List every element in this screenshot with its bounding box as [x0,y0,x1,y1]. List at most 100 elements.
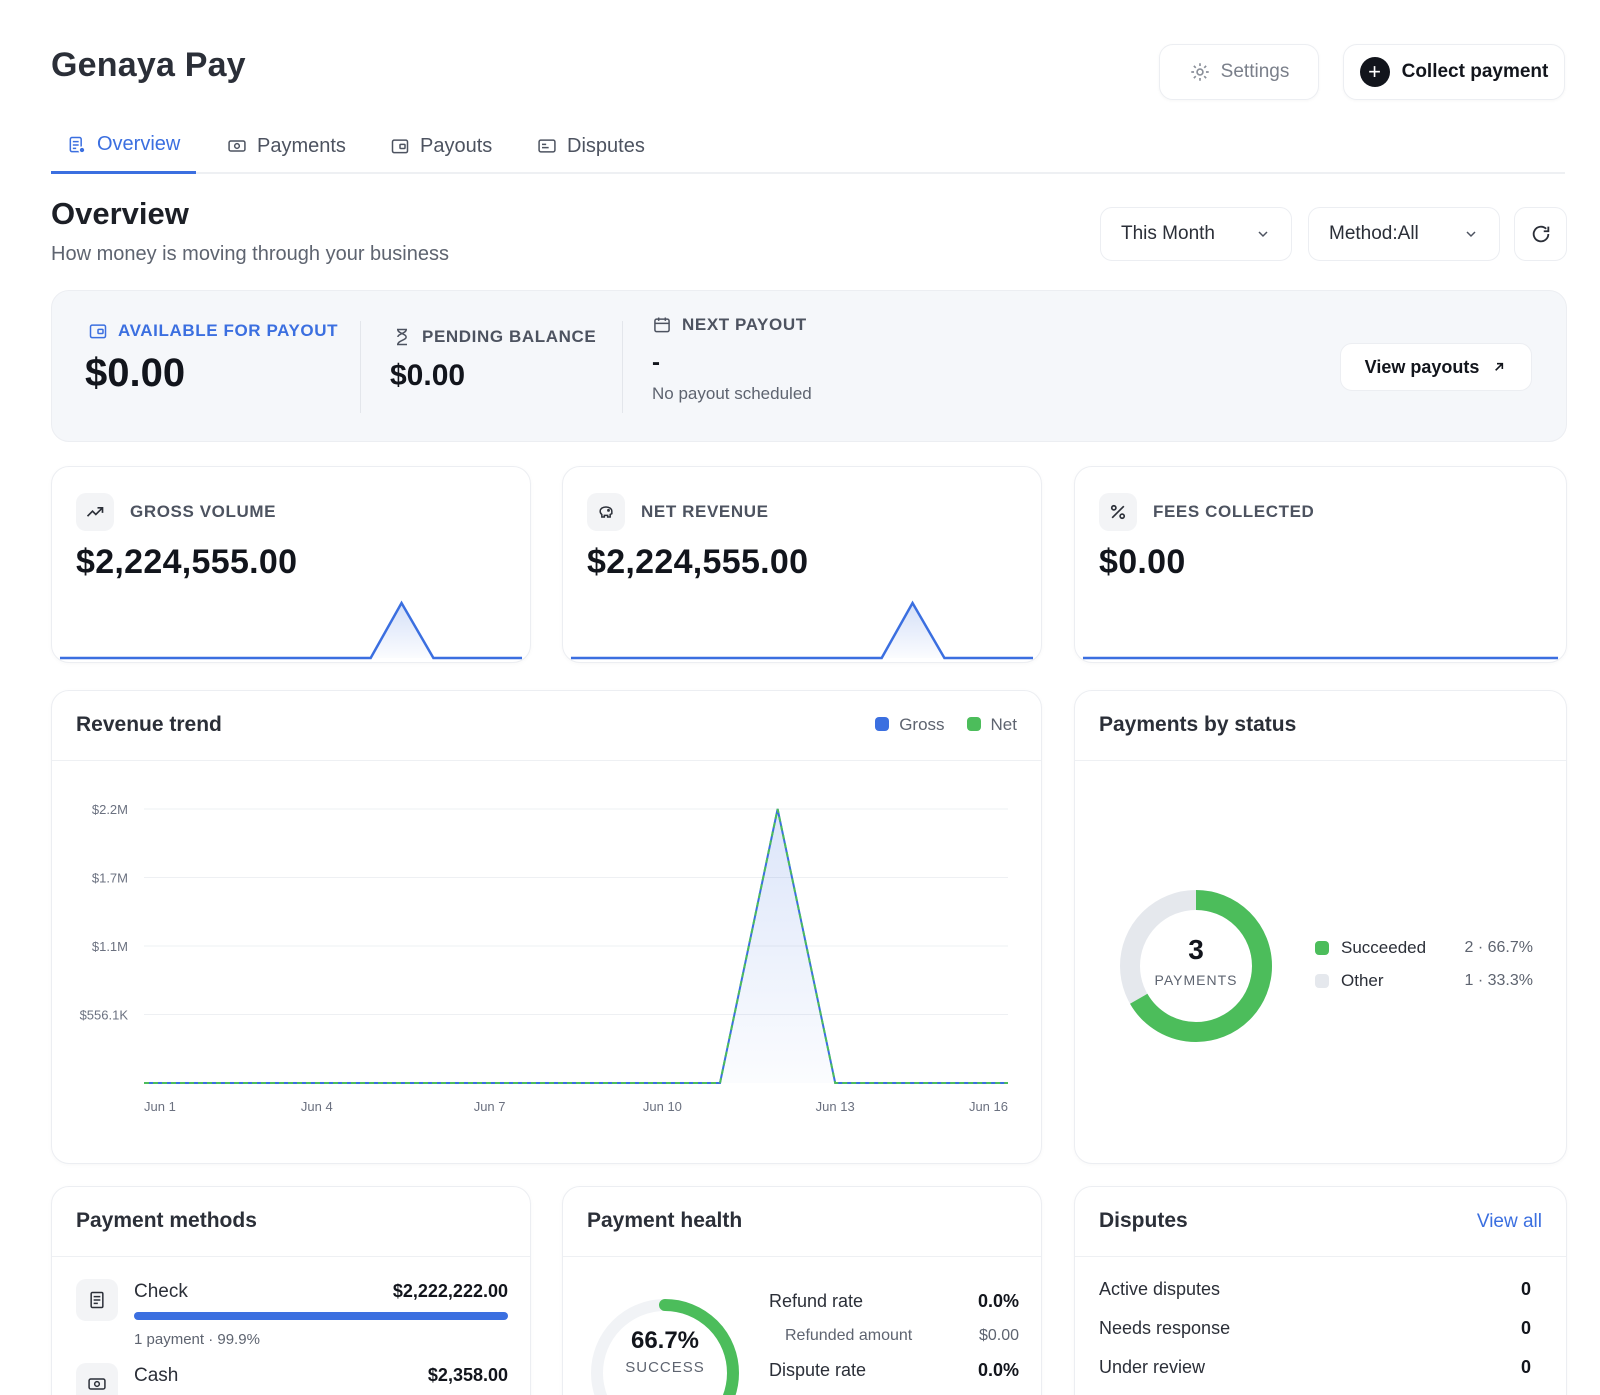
refresh-button[interactable] [1514,207,1567,261]
x-tick-label: Jun 10 [643,1099,682,1114]
settings-button[interactable]: Settings [1159,44,1319,100]
divider [360,321,361,413]
top-header: Genaya Pay Settings + Collect payment [51,40,1565,110]
method-amount: $2,222,222.00 [392,1281,508,1301]
status-item-other: Other 1 · 33.3% [1315,964,1533,997]
donut-total: 3 [1188,934,1204,965]
arrow-up-right-icon [1495,362,1504,371]
chevron-down-icon [1258,231,1268,238]
collect-payment-label: Collect payment [1401,61,1549,82]
chart-legend: Gross Net [875,715,1017,735]
divider [622,321,623,413]
x-tick-label: Jun 4 [301,1099,333,1114]
method-meta: 1 payment · 99.9% [134,1331,260,1348]
kpi-card-fees: FEES COLLECTED $0.00 [1074,466,1567,663]
dispute-row-active: Active disputes 0 [1099,1279,1531,1299]
card-title: Disputes [1099,1209,1188,1232]
kpi-label: FEES COLLECTED [1099,493,1314,531]
view-payouts-button[interactable]: View payouts [1340,343,1532,391]
next-payout-value: - [652,349,660,376]
calendar-icon [654,317,670,333]
x-tick-label: Jun 1 [144,1099,176,1114]
method-amount: $2,358.00 [427,1365,508,1385]
x-tick-label: Jun 13 [816,1099,855,1114]
revenue-trend-chart: $2.2M $1.7M $1.1M $556.1K Jun 1 Jun 4 Jun 7 Jun… [80,802,1008,1114]
legend-item-net[interactable]: Net [966,715,1017,735]
card-header: Payment methods [52,1187,530,1257]
disputes-card: Disputes View all Active disputes 0 Needs… [1074,1186,1567,1395]
card-icon [538,139,556,153]
cash-icon [228,140,246,152]
balance-panel: AVAILABLE FOR PAYOUT $0.00 PENDING BALAN… [51,290,1567,442]
tab-overview[interactable]: Overview [51,118,197,174]
brand-title: Genaya Pay [51,46,246,84]
donut-segment-succeeded [1120,890,1272,1042]
method-name: Cash [134,1365,179,1386]
revenue-trend-card: Revenue trend Gross Net $2.2M $1.7M $1.1M $… [51,690,1042,1164]
card-title: Payment methods [76,1209,257,1232]
tab-payouts[interactable]: Payouts [374,118,508,174]
tab-overview-label: Overview [97,133,181,155]
check-doc-icon [76,1279,118,1321]
next-payout-label: NEXT PAYOUT [652,315,807,335]
success-rate-value: 66.7% [630,1327,700,1354]
cash-icon [76,1363,118,1395]
legend-item-gross[interactable]: Gross [875,715,945,735]
health-row-refunded-amount: Refunded amount $0.00 [785,1327,1019,1344]
gear-icon [1190,63,1209,81]
plus-icon: + [1359,57,1390,87]
method-select-value: Method:All [1329,223,1419,244]
hourglass-icon [397,328,407,346]
period-select[interactable]: This Month [1100,207,1292,261]
refresh-icon [1532,225,1549,243]
method-select[interactable]: Method:All [1308,207,1500,261]
page-subtitle: How money is moving through your busines… [51,243,449,265]
method-share-bar [134,1312,508,1320]
view-all-disputes-link[interactable]: View all [1476,1211,1542,1232]
card-header: Disputes View all [1075,1187,1566,1257]
kpi-card-gross: GROSS VOLUME $2,224,555.00 [51,466,531,663]
pending-value: $0.00 [390,359,466,392]
x-tick-label: Jun 7 [474,1099,506,1114]
card-title: Payment health [587,1209,743,1232]
x-tick-label: Jun 16 [969,1099,1008,1114]
method-name: Check [134,1281,188,1302]
card-header: Payments by status [1075,691,1566,761]
card-title: Revenue trend [76,713,222,736]
available-value: $0.00 [85,351,186,395]
view-payouts-label: View payouts [1364,356,1480,377]
kpi-value: $2,224,555.00 [587,543,809,581]
gross-area [144,809,1008,1083]
health-row-dispute-rate: Dispute rate 0.0% [769,1360,1019,1380]
gauge-fill [591,1299,739,1395]
kpi-value: $0.00 [1099,543,1186,581]
payments-by-status-card: Payments by status 3 PAYMENTS Succeeded … [1074,690,1567,1164]
tab-payments[interactable]: Payments [211,118,362,174]
card-title: Payments by status [1099,713,1297,736]
next-payout-note: No payout scheduled [652,384,812,403]
kpi-label: GROSS VOLUME [76,493,276,531]
period-select-value: This Month [1121,223,1215,244]
wallet-icon [391,139,409,154]
pending-label: PENDING BALANCE [392,327,596,347]
sparkline [59,600,523,660]
tab-payments-label: Payments [257,134,346,157]
dispute-row-under-review: Under review 0 [1099,1357,1531,1377]
card-header: Payment health [563,1187,1041,1257]
overview-icon [69,136,86,154]
page-title: Overview [51,196,189,231]
donut-total-label: PAYMENTS [1154,972,1238,988]
available-label: AVAILABLE FOR PAYOUT [88,321,338,341]
collect-payment-button[interactable]: + Collect payment [1343,44,1565,100]
tab-disputes[interactable]: Disputes [521,118,661,174]
piggy-bank-icon [587,493,625,531]
y-tick-label: $1.7M [92,871,128,886]
series-line-net [144,808,1008,1084]
tab-disputes-label: Disputes [567,134,645,157]
y-tick-label: $2.2M [92,802,128,817]
dispute-row-needs-response: Needs response 0 [1099,1318,1531,1338]
method-share-fill [134,1312,508,1320]
wallet-icon [89,324,107,339]
y-tick-label: $1.1M [92,939,128,954]
success-gauge [591,1299,739,1395]
